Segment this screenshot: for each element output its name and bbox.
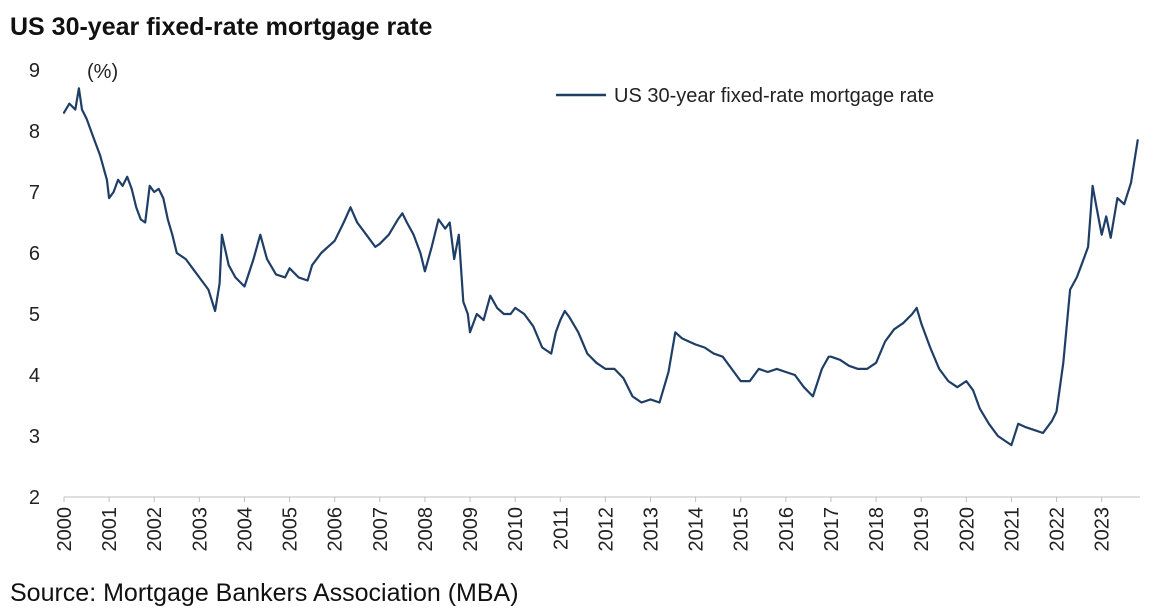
x-tick-label: 2009 [460,507,482,552]
y-axis-ticks: 2 3 4 5 6 7 8 9 [29,60,40,509]
x-tick-label: 2002 [144,507,166,552]
x-tick-label: 2012 [595,507,617,552]
x-tick-label: 2003 [189,507,211,552]
series-line [62,87,1139,447]
x-tick-label: 2022 [1047,507,1069,552]
x-tick-label: 2005 [280,507,302,552]
y-tick-label: 7 [29,182,40,204]
x-tick-label: 2010 [505,507,527,552]
y-tick-label: 9 [29,60,40,82]
x-tick-label: 2021 [1001,507,1023,552]
x-tick-label: 2000 [54,507,76,552]
x-tick-label: 2013 [640,507,662,552]
source-note: Source: Mortgage Bankers Association (MB… [10,579,519,607]
y-tick-label: 4 [29,365,40,387]
x-tick-label: 2023 [1092,507,1114,552]
x-tick-label: 2018 [866,507,888,552]
x-tick-label: 2017 [821,507,843,552]
x-tick-label: 2015 [731,507,753,552]
y-tick-label: 6 [29,243,40,265]
x-tick-label: 2016 [776,507,798,552]
x-tick-label: 2007 [370,507,392,552]
x-tick-label: 2001 [99,507,121,552]
x-tick-label: 2019 [911,507,933,552]
legend: US 30-year fixed-rate mortgage rate [556,85,934,107]
x-tick-label: 2011 [550,507,572,550]
x-axis-ticks: 2000 2001 2002 2003 2004 2005 2006 2007 2008 2009… [54,497,1114,552]
y-tick-label: 5 [29,304,40,326]
chart-title: US 30-year fixed-rate mortgage rate [10,13,432,41]
x-tick-label: 2014 [686,507,708,552]
plot-area [62,87,1139,447]
x-tick-label: 2008 [415,507,437,552]
y-unit-label: (%) [87,61,118,83]
y-tick-label: 2 [29,487,40,509]
x-tick-label: 2006 [325,507,347,552]
y-tick-label: 3 [29,426,40,448]
y-tick-label: 8 [29,121,40,143]
x-tick-label: 2004 [234,507,256,552]
legend-label: US 30-year fixed-rate mortgage rate [614,85,934,107]
x-tick-label: 2020 [956,507,978,552]
